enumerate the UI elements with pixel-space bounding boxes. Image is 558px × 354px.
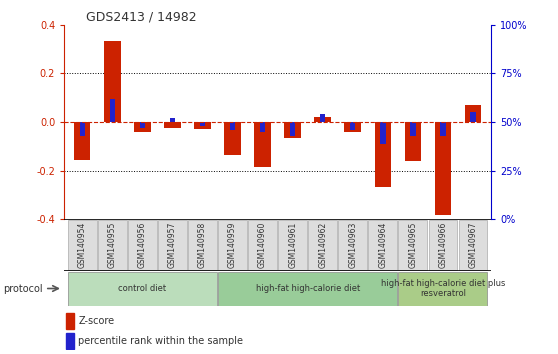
- FancyBboxPatch shape: [128, 220, 157, 270]
- FancyBboxPatch shape: [68, 272, 217, 306]
- Bar: [230, 122, 235, 130]
- FancyBboxPatch shape: [398, 272, 488, 306]
- Bar: [260, 122, 265, 132]
- Text: Z-score: Z-score: [78, 316, 114, 326]
- Bar: [350, 122, 355, 130]
- FancyBboxPatch shape: [278, 220, 307, 270]
- Bar: [224, 122, 241, 155]
- Bar: [79, 122, 85, 136]
- Text: protocol: protocol: [3, 284, 42, 293]
- Bar: [254, 122, 271, 167]
- FancyBboxPatch shape: [68, 220, 97, 270]
- Bar: [440, 122, 446, 136]
- Text: GSM140962: GSM140962: [318, 222, 327, 268]
- Text: GSM140959: GSM140959: [228, 222, 237, 268]
- Text: GSM140957: GSM140957: [168, 222, 177, 268]
- FancyBboxPatch shape: [429, 220, 458, 270]
- Text: GSM140960: GSM140960: [258, 222, 267, 268]
- Bar: [66, 314, 74, 329]
- Text: percentile rank within the sample: percentile rank within the sample: [78, 336, 243, 346]
- Bar: [164, 122, 181, 128]
- Bar: [104, 41, 121, 122]
- Bar: [344, 122, 361, 132]
- FancyBboxPatch shape: [368, 220, 397, 270]
- Text: GSM140958: GSM140958: [198, 222, 207, 268]
- Bar: [285, 122, 301, 138]
- Bar: [470, 113, 476, 122]
- Bar: [74, 122, 90, 160]
- Text: GSM140967: GSM140967: [469, 222, 478, 268]
- Text: GSM140963: GSM140963: [348, 222, 357, 268]
- Text: GSM140965: GSM140965: [408, 222, 417, 268]
- Text: GSM140961: GSM140961: [288, 222, 297, 268]
- Bar: [66, 333, 74, 348]
- Text: high-fat high-calorie diet plus
resveratrol: high-fat high-calorie diet plus resverat…: [381, 279, 505, 298]
- Text: GSM140954: GSM140954: [78, 222, 86, 268]
- Bar: [380, 122, 386, 144]
- Text: GSM140955: GSM140955: [108, 222, 117, 268]
- Text: high-fat high-calorie diet: high-fat high-calorie diet: [256, 284, 360, 293]
- FancyBboxPatch shape: [459, 220, 488, 270]
- FancyBboxPatch shape: [188, 220, 217, 270]
- Bar: [194, 122, 211, 130]
- Bar: [109, 99, 115, 122]
- Bar: [374, 122, 391, 187]
- FancyBboxPatch shape: [158, 220, 187, 270]
- Text: GSM140966: GSM140966: [439, 222, 448, 268]
- Bar: [200, 122, 205, 126]
- Text: control diet: control diet: [118, 284, 166, 293]
- Text: GSM140964: GSM140964: [378, 222, 387, 268]
- Bar: [140, 122, 145, 128]
- FancyBboxPatch shape: [398, 220, 427, 270]
- Text: GDS2413 / 14982: GDS2413 / 14982: [85, 11, 196, 24]
- Bar: [290, 122, 295, 136]
- Bar: [405, 122, 421, 161]
- Bar: [314, 117, 331, 122]
- Bar: [134, 122, 151, 132]
- Bar: [465, 105, 481, 122]
- FancyBboxPatch shape: [98, 220, 127, 270]
- Bar: [170, 118, 175, 122]
- FancyBboxPatch shape: [248, 220, 277, 270]
- FancyBboxPatch shape: [218, 272, 397, 306]
- FancyBboxPatch shape: [308, 220, 337, 270]
- Text: GSM140956: GSM140956: [138, 222, 147, 268]
- FancyBboxPatch shape: [338, 220, 367, 270]
- Bar: [410, 122, 416, 136]
- FancyBboxPatch shape: [218, 220, 247, 270]
- Bar: [320, 114, 325, 122]
- Bar: [435, 122, 451, 215]
